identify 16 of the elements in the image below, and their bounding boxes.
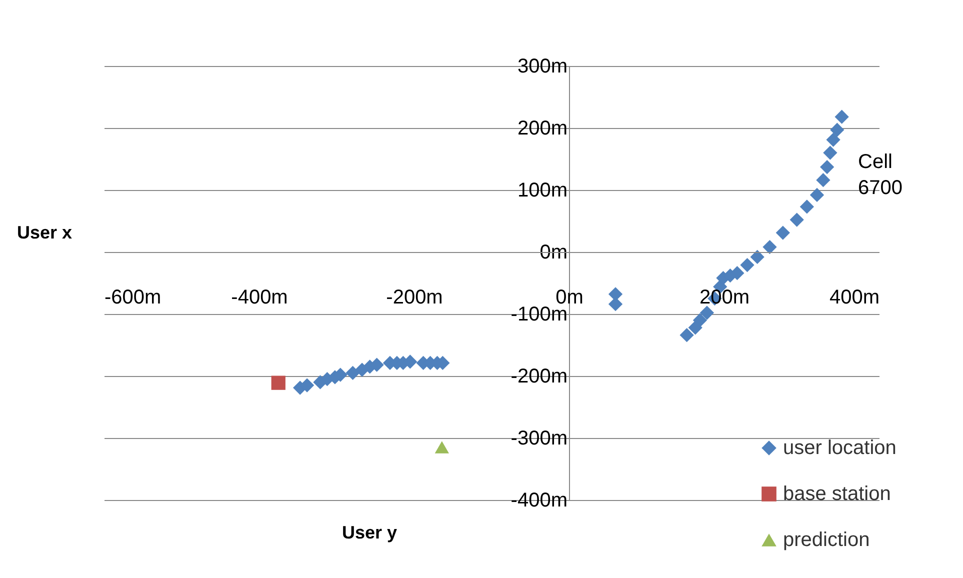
x-tick-label: -200m	[386, 286, 443, 308]
y-tick-label: -300m	[510, 428, 568, 450]
annotation: Cell 6700	[858, 151, 902, 199]
x-tick-label: -400m	[231, 286, 288, 308]
legend-label: prediction	[783, 529, 870, 551]
y-tick-label: 100m	[517, 180, 568, 202]
y-tick-label: 200m	[517, 118, 568, 140]
y-tick-label: -400m	[510, 490, 568, 512]
x-axis-title: User y	[342, 522, 398, 542]
legend-label: base station	[783, 483, 891, 505]
y-tick-label: 300m	[517, 56, 568, 78]
y-tick-label: -200m	[510, 366, 568, 388]
x-tick-label: -600m	[104, 286, 162, 308]
legend-label: user location	[783, 437, 896, 459]
x-tick-label: 400m	[829, 286, 880, 308]
y-axis-title: User x	[16, 222, 72, 242]
